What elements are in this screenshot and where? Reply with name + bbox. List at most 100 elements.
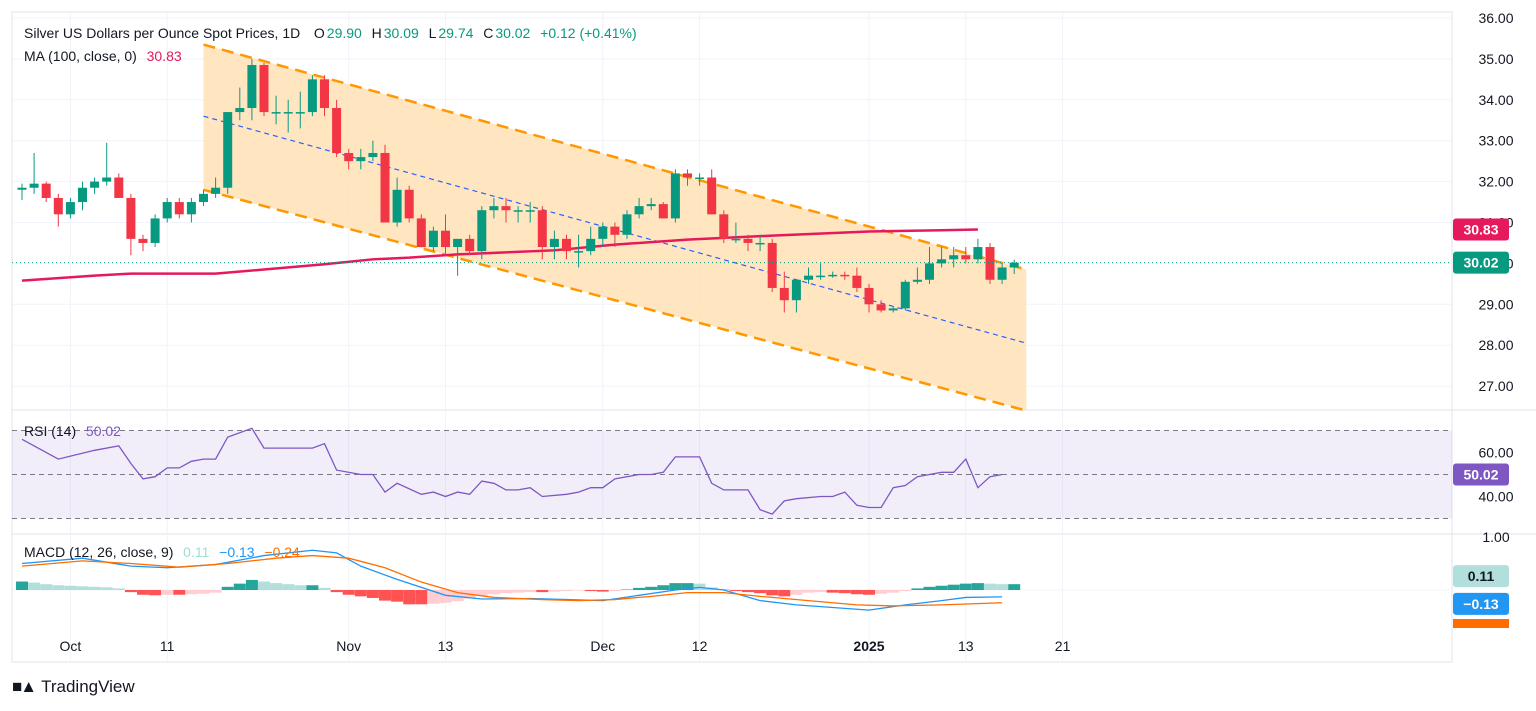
candle-body [634,206,644,215]
macd-histogram-bar [560,590,573,592]
candle-body [622,214,632,235]
macd-histogram-bar [814,590,827,593]
time-tick-label: Dec [590,638,615,654]
symbol-title: Silver US Dollars per Ounce Spot Prices,… [24,25,301,41]
candle-body [537,210,547,248]
candle-body [356,157,366,162]
candle-body [392,189,402,223]
macd-histogram-bar [88,586,101,590]
candle-body [767,242,777,288]
time-axis[interactable]: Oct 11 Nov 13 Dec 12 2025 13 21 [60,638,1071,654]
time-tick-label: 11 [160,638,175,654]
last-price-badge: 30.02 [1463,255,1498,271]
macd-histogram-bar [850,590,863,595]
macd-tick-label: 1.00 [1482,529,1509,545]
macd-histogram-bar [137,590,149,595]
rsi-value-badge-bg [1453,463,1509,486]
macd-histogram-bar [584,590,597,592]
macd-histogram-bar [197,590,210,594]
macd-histogram-bar [899,590,912,592]
macd-histogram-bar [342,590,355,595]
open-value: 29.90 [326,25,362,41]
macd-histogram-bar [669,583,682,590]
macd-histogram-bar [173,590,186,595]
macd-histogram-bar [500,590,512,594]
macd-hist-value: 0.11 [183,544,210,560]
price-tick-label: 35.00 [1478,51,1513,67]
macd-line-badge: −0.13 [1463,596,1499,612]
candle-body [900,281,910,309]
candle-body [489,206,499,211]
symbol-legend: Silver US Dollars per Ounce Spot Prices,… [24,25,639,41]
candle-body [852,275,862,288]
macd-histogram-bar [270,583,283,590]
price-tick-label: 36.00 [1478,10,1513,26]
macd-histogram-bar [282,584,295,590]
macd-histogram-bar [863,590,875,595]
candle-body [912,279,922,282]
macd-histogram-bar [475,590,488,596]
rsi-tick-label: 60.00 [1478,445,1513,461]
macd-hist-badge-bg [1453,565,1509,588]
tradingview-logo[interactable]: ■▲ TradingView [12,677,135,697]
macd-histogram-bar [826,590,839,593]
rsi-line [21,427,1003,515]
macd-histogram-bar [778,590,791,597]
macd-line-badge-bg [1453,592,1509,615]
tradingview-logo-text: TradingView [41,677,135,696]
close-value: 30.02 [495,25,531,41]
candle-body [368,152,378,158]
candle-body [441,230,450,248]
price-tick-label: 34.00 [1478,92,1513,108]
candle-body [501,206,511,211]
macd-histogram-bar [572,590,585,591]
candle-body [453,238,463,248]
ma-price-badge-bg [1453,218,1509,241]
macd-histogram-bar [294,585,307,590]
candle-body [791,279,801,301]
change-value: +0.12 (+0.41%) [540,25,637,41]
macd-histogram-bar [984,583,996,590]
macd-signal-value: −0.24 [264,544,300,560]
time-tick-label: 2025 [853,638,884,654]
candle-body [876,304,886,311]
ma100-line [21,228,978,282]
candle-body [743,238,753,243]
macd-histogram-bar [887,590,900,593]
candlestick-series [17,58,1019,313]
low-value: 29.74 [438,25,474,41]
candle-body [683,173,692,178]
candle-body [477,210,487,252]
macd-histogram-bar [1008,584,1021,590]
candle-body [513,210,523,212]
candle-body [658,204,668,219]
candle-body [295,112,305,114]
candle-body [973,247,983,260]
macd-histogram-bar [512,590,525,593]
candle-body [610,226,620,235]
candle-body [804,275,813,280]
candle-body [102,177,112,182]
candle-body [1009,262,1019,268]
ma-legend: MA (100, close, 0) 30.83 [24,48,184,64]
candle-body [598,226,608,239]
candle-body [162,202,172,219]
macd-histogram-bar [161,590,174,595]
candle-body [271,112,281,114]
candle-body [961,255,971,260]
price-tick-label: 32.00 [1478,174,1513,190]
candle-body [332,107,342,153]
candle-body [985,247,995,280]
candle-body [949,255,959,260]
candle-body [525,210,535,212]
macd-histogram-bar [318,587,331,590]
macd-histogram-bar [403,590,416,605]
candle-body [211,187,221,194]
time-tick-label: 13 [958,638,974,654]
candle-body [755,242,765,245]
candle-body [864,287,874,305]
macd-histogram-bar [354,590,367,597]
macd-histogram-bar [790,590,803,595]
macd-histogram-bar [366,590,379,598]
